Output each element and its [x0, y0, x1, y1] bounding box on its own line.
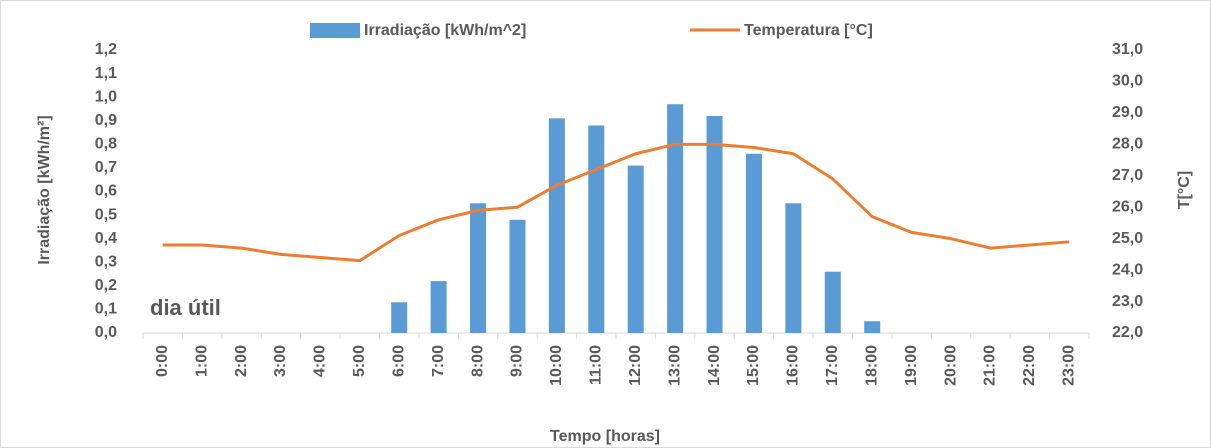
y-tick-label: 1,2	[95, 41, 117, 58]
y2-tick-label: 30,0	[1112, 73, 1143, 90]
bar	[667, 104, 684, 333]
x-tick-label: 5:00	[351, 345, 368, 377]
x-tick-label: 13:00	[666, 345, 683, 386]
y-tick-label: 0,8	[95, 136, 117, 153]
x-tick-label: 2:00	[233, 345, 250, 377]
bar	[864, 321, 881, 333]
y2-tick-label: 23,0	[1112, 293, 1143, 310]
y-tick-label: 0,5	[95, 206, 117, 223]
y-tick-label: 0,6	[95, 183, 117, 200]
bar	[785, 203, 802, 333]
y-tick-label: 1,0	[95, 88, 117, 105]
legend-label: Irradiação [kWh/m^2]	[364, 22, 526, 39]
bar	[470, 203, 487, 333]
line	[162, 142, 1070, 263]
x-tick-label: 17:00	[824, 345, 841, 386]
x-tick-label: 8:00	[469, 345, 486, 377]
y-tick-label: 0,0	[95, 324, 117, 341]
y2-tick-label: 24,0	[1112, 261, 1143, 278]
y-tick-label: 0,4	[95, 230, 117, 247]
y-tick-label: 0,9	[95, 112, 117, 129]
bar	[824, 271, 841, 333]
y-tick-label: 0,2	[95, 277, 117, 294]
x-tick-label: 21:00	[982, 345, 999, 386]
y-axis-title: Irradiação [kWh/m²]	[36, 115, 53, 264]
legend-label: Temperatura [°C]	[744, 22, 873, 39]
x-tick-label: 9:00	[509, 345, 526, 377]
y2-tick-label: 26,0	[1112, 198, 1143, 215]
x-tick-label: 14:00	[706, 345, 723, 386]
y2-tick-label: 22,0	[1112, 324, 1143, 341]
bar	[706, 116, 723, 334]
x-tick-label: 4:00	[312, 345, 329, 377]
bar	[745, 153, 762, 333]
bar	[588, 125, 605, 333]
x-tick-label: 11:00	[588, 345, 605, 385]
y2-tick-label: 31,0	[1112, 41, 1143, 58]
x-tick-label: 20:00	[942, 345, 959, 386]
bar	[627, 165, 644, 333]
x-tick-label: 18:00	[863, 345, 880, 386]
y-tick-label: 0,7	[95, 159, 117, 176]
y2-tick-label: 27,0	[1112, 167, 1143, 184]
y-tick-label: 0,3	[95, 253, 117, 270]
x-tick-label: 22:00	[1021, 345, 1038, 386]
x-tick-label: 10:00	[548, 345, 565, 386]
y2-tick-label: 29,0	[1112, 104, 1143, 121]
x-tick-label: 15:00	[745, 345, 762, 386]
y2-axis-title: T[°C]	[1176, 171, 1193, 209]
y-tick-label: 0,1	[95, 301, 117, 318]
bar	[391, 302, 408, 333]
y-tick-label: 1,1	[95, 65, 117, 82]
x-axis-title: Tempo [horas]	[550, 428, 660, 445]
annotation: dia útil	[150, 295, 221, 320]
x-tick-label: 12:00	[627, 345, 644, 386]
legend-swatch	[310, 23, 360, 38]
x-tick-label: 1:00	[193, 345, 210, 377]
x-tick-label: 23:00	[1061, 345, 1078, 386]
bar	[509, 219, 526, 333]
bar	[548, 118, 565, 334]
x-tick-label: 7:00	[430, 345, 447, 377]
y2-tick-label: 28,0	[1112, 136, 1143, 153]
bar	[430, 281, 447, 333]
y2-tick-label: 25,0	[1112, 230, 1143, 247]
x-tick-label: 16:00	[785, 345, 802, 386]
x-tick-label: 0:00	[154, 345, 171, 377]
x-tick-label: 19:00	[903, 345, 920, 386]
x-tick-label: 3:00	[272, 345, 289, 377]
x-tick-label: 6:00	[390, 345, 407, 377]
